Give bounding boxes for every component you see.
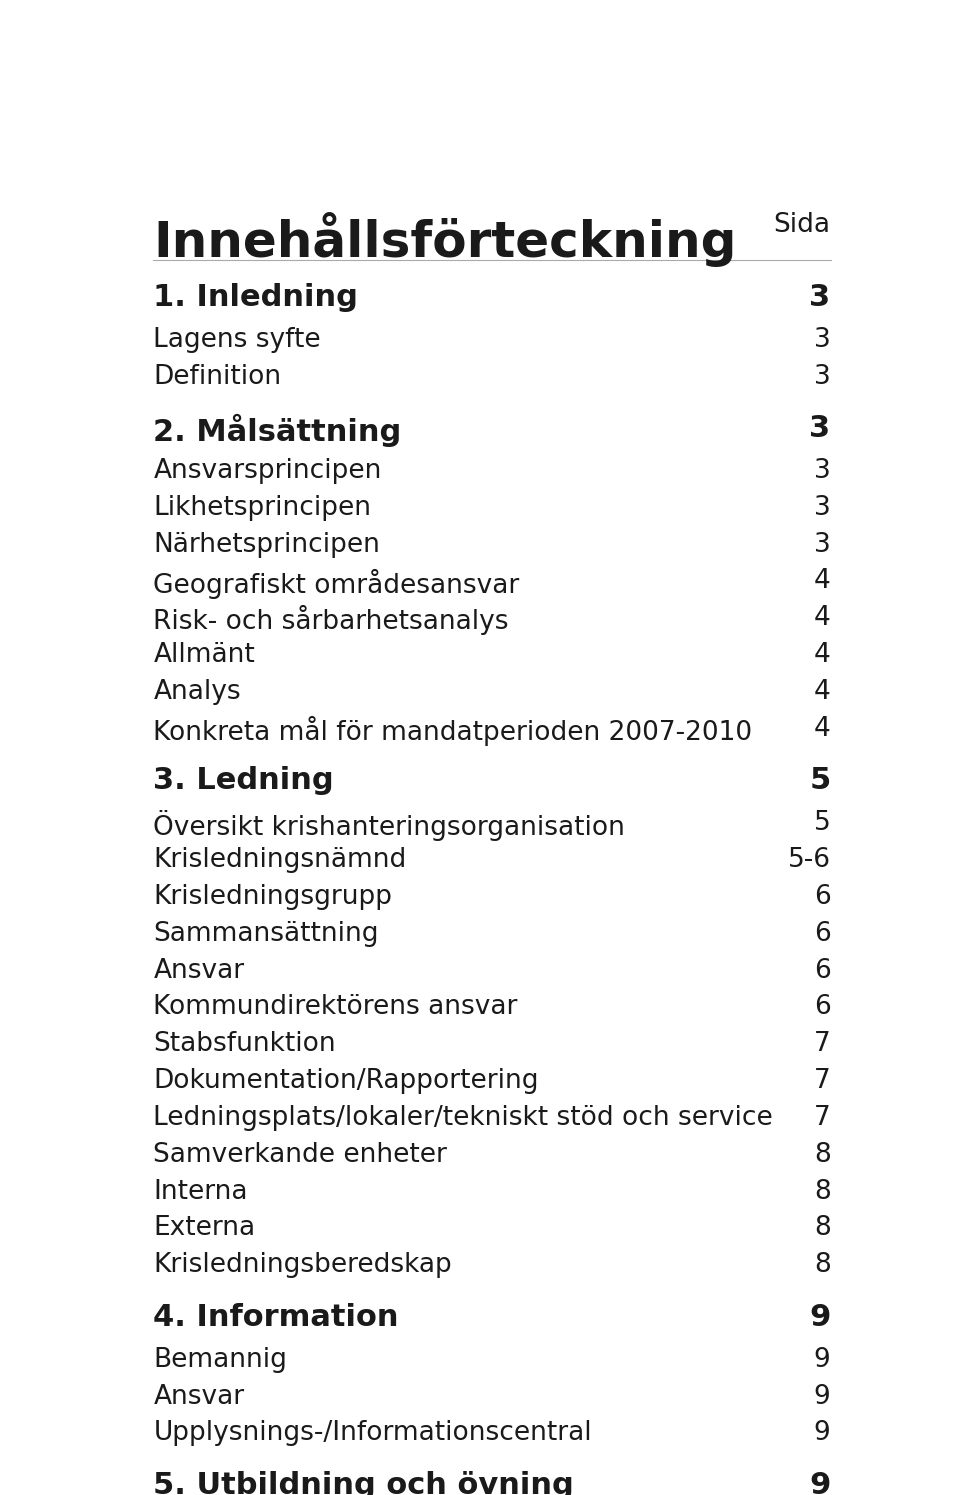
Text: 8: 8	[814, 1215, 830, 1241]
Text: 2. Målsättning: 2. Målsättning	[154, 414, 401, 447]
Text: 9: 9	[814, 1383, 830, 1410]
Text: Definition: Definition	[154, 363, 281, 390]
Text: Kommundirektörens ansvar: Kommundirektörens ansvar	[154, 994, 517, 1021]
Text: Externa: Externa	[154, 1215, 255, 1241]
Text: 7: 7	[814, 1032, 830, 1057]
Text: 5-6: 5-6	[787, 848, 830, 873]
Text: Sida: Sida	[774, 212, 830, 238]
Text: 9: 9	[814, 1420, 830, 1446]
Text: 4: 4	[814, 679, 830, 706]
Text: 6: 6	[814, 884, 830, 910]
Text: 7: 7	[814, 1105, 830, 1130]
Text: Ansvarsprincipen: Ansvarsprincipen	[154, 457, 382, 484]
Text: Krisledningsberedskap: Krisledningsberedskap	[154, 1253, 452, 1278]
Text: Likhetsprincipen: Likhetsprincipen	[154, 495, 372, 520]
Text: Stabsfunktion: Stabsfunktion	[154, 1032, 336, 1057]
Text: Lagens syfte: Lagens syfte	[154, 327, 321, 353]
Text: Krisledningsnämnd: Krisledningsnämnd	[154, 848, 407, 873]
Text: 3: 3	[809, 283, 830, 312]
Text: 6: 6	[814, 958, 830, 984]
Text: 9: 9	[814, 1347, 830, 1372]
Text: Konkreta mål för mandatperioden 2007-2010: Konkreta mål för mandatperioden 2007-201…	[154, 716, 753, 746]
Text: 3: 3	[814, 532, 830, 558]
Text: 6: 6	[814, 921, 830, 946]
Text: 3: 3	[809, 414, 830, 443]
Text: 3: 3	[814, 363, 830, 390]
Text: 5: 5	[809, 767, 830, 795]
Text: 7: 7	[814, 1067, 830, 1094]
Text: Innehållsförteckning: Innehållsförteckning	[154, 212, 737, 266]
Text: Allmänt: Allmänt	[154, 643, 255, 668]
Text: 4. Information: 4. Information	[154, 1304, 399, 1332]
Text: 9: 9	[809, 1471, 830, 1495]
Text: 3: 3	[814, 457, 830, 484]
Text: Dokumentation/Rapportering: Dokumentation/Rapportering	[154, 1067, 539, 1094]
Text: 4: 4	[814, 568, 830, 595]
Text: Närhetsprincipen: Närhetsprincipen	[154, 532, 380, 558]
Text: 5. Utbildning och övning: 5. Utbildning och övning	[154, 1471, 574, 1495]
Text: Geografiskt områdesansvar: Geografiskt områdesansvar	[154, 568, 519, 598]
Text: 3: 3	[814, 495, 830, 520]
Text: Interna: Interna	[154, 1178, 248, 1205]
Text: 1. Inledning: 1. Inledning	[154, 283, 358, 312]
Text: 4: 4	[814, 643, 830, 668]
Text: 8: 8	[814, 1253, 830, 1278]
Text: Samverkande enheter: Samverkande enheter	[154, 1142, 447, 1168]
Text: 8: 8	[814, 1142, 830, 1168]
Text: 4: 4	[814, 716, 830, 742]
Text: 4: 4	[814, 605, 830, 631]
Text: Risk- och sårbarhetsanalys: Risk- och sårbarhetsanalys	[154, 605, 509, 635]
Text: Ledningsplats/lokaler/tekniskt stöd och service: Ledningsplats/lokaler/tekniskt stöd och …	[154, 1105, 773, 1130]
Text: 6: 6	[814, 994, 830, 1021]
Text: Ansvar: Ansvar	[154, 1383, 245, 1410]
Text: Sammansättning: Sammansättning	[154, 921, 379, 946]
Text: Bemannig: Bemannig	[154, 1347, 287, 1372]
Text: 3: 3	[814, 327, 830, 353]
Text: Upplysnings-/Informationscentral: Upplysnings-/Informationscentral	[154, 1420, 592, 1446]
Text: 9: 9	[809, 1304, 830, 1332]
Text: Översikt krishanteringsorganisation: Översikt krishanteringsorganisation	[154, 810, 625, 842]
Text: Krisledningsgrupp: Krisledningsgrupp	[154, 884, 393, 910]
Text: Ansvar: Ansvar	[154, 958, 245, 984]
Text: Analys: Analys	[154, 679, 241, 706]
Text: 5: 5	[814, 810, 830, 836]
Text: 3. Ledning: 3. Ledning	[154, 767, 334, 795]
Text: 8: 8	[814, 1178, 830, 1205]
